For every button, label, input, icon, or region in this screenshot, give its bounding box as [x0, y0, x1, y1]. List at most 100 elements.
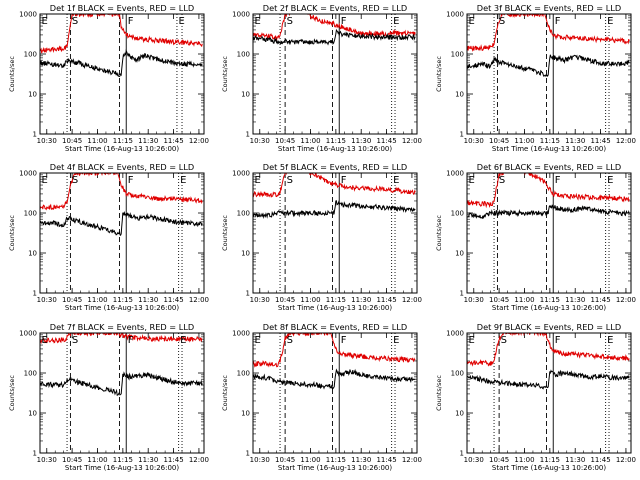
x-tick-label: 11:45 [163, 456, 183, 464]
marker-label: E [393, 175, 399, 186]
marker-label: E [393, 16, 399, 27]
x-tick-label: 10:45 [489, 296, 509, 304]
chart-title: Det 7f BLACK = Events, RED = LLD [50, 322, 194, 332]
x-axis-label: Start Time (16-Aug-13 10:26:00) [65, 464, 179, 472]
plot-frame [466, 13, 632, 135]
y-tick-label: 1 [246, 450, 250, 458]
x-tick-label: 12:00 [402, 137, 422, 145]
y-tick-label: 1000 [446, 330, 464, 338]
x-tick-label: 10:30 [250, 296, 270, 304]
y-tick-label: 1 [460, 290, 464, 298]
series-line-events [467, 369, 630, 390]
x-tick-label: 11:30 [351, 137, 371, 145]
x-tick-label: 11:15 [540, 456, 560, 464]
x-axis-label: Start Time (16-Aug-13 10:26:00) [278, 304, 392, 312]
series-line-lld [40, 173, 203, 211]
marker-label: E [607, 16, 613, 27]
y-axis-label: Counts/sec [435, 375, 443, 411]
x-tick-label: 12:00 [616, 137, 636, 145]
x-tick-label: 11:45 [590, 456, 610, 464]
marker-label: F [341, 16, 347, 27]
x-tick-label: 11:45 [163, 296, 183, 304]
x-tick-label: 10:30 [37, 296, 57, 304]
x-axis-label: Start Time (16-Aug-13 10:26:00) [278, 145, 392, 153]
x-tick-label: 11:00 [514, 296, 534, 304]
marker-label: F [555, 175, 561, 186]
x-tick-label: 10:45 [62, 137, 82, 145]
chart-title: Det 6f BLACK = Events, RED = LLD [477, 162, 621, 172]
plot-frame [252, 332, 418, 454]
y-tick-label: 10 [455, 91, 464, 99]
x-tick-label: 10:45 [275, 137, 295, 145]
y-tick-label: 10 [455, 410, 464, 418]
chart-title: Det 3f BLACK = Events, RED = LLD [477, 3, 621, 13]
series-line-lld [40, 333, 203, 345]
x-tick-label: 10:30 [37, 456, 57, 464]
y-tick-label: 100 [451, 51, 464, 59]
x-tick-label: 12:00 [189, 456, 209, 464]
plot-frame [466, 172, 632, 294]
chart-title: Det 9f BLACK = Events, RED = LLD [477, 322, 621, 332]
chart-title: Det 2f BLACK = Events, RED = LLD [263, 3, 407, 13]
series-line-lld [253, 14, 416, 42]
marker-label: S [287, 335, 293, 346]
x-tick-label: 11:30 [565, 137, 585, 145]
x-axis-label: Start Time (16-Aug-13 10:26:00) [492, 464, 606, 472]
x-tick-label: 11:00 [300, 456, 320, 464]
series-line-lld [253, 333, 416, 368]
marker-label: F [555, 335, 561, 346]
x-tick-label: 11:30 [138, 137, 158, 145]
plot-frame [39, 13, 205, 135]
series-line-lld [467, 173, 630, 209]
y-tick-label: 100 [24, 370, 37, 378]
y-tick-label: 1 [460, 450, 464, 458]
y-tick-label: 10 [28, 250, 37, 258]
marker-label: F [128, 175, 134, 186]
series-line-events [467, 54, 630, 78]
chart-title: Det 1f BLACK = Events, RED = LLD [50, 3, 194, 13]
x-tick-label: 11:00 [87, 137, 107, 145]
y-axis-label: Counts/sec [8, 56, 16, 92]
x-tick-label: 10:45 [62, 456, 82, 464]
series-line-lld [40, 14, 203, 54]
x-tick-label: 10:45 [62, 296, 82, 304]
y-tick-label: 1000 [19, 11, 37, 19]
marker-label: F [128, 16, 134, 27]
x-tick-label: 11:45 [163, 137, 183, 145]
marker-label: S [72, 16, 78, 27]
marker-label: F [128, 335, 134, 346]
x-tick-label: 10:30 [250, 137, 270, 145]
marker-label: S [499, 16, 505, 27]
y-tick-label: 10 [241, 250, 250, 258]
marker-label: S [499, 175, 505, 186]
x-tick-label: 12:00 [189, 296, 209, 304]
plot-frame [39, 172, 205, 294]
marker-label: E [255, 175, 261, 186]
y-axis-label: Counts/sec [435, 215, 443, 251]
x-tick-label: 12:00 [402, 296, 422, 304]
series-line-events [40, 371, 203, 396]
x-tick-label: 11:00 [87, 296, 107, 304]
y-tick-label: 1000 [19, 330, 37, 338]
x-axis-label: Start Time (16-Aug-13 10:26:00) [278, 464, 392, 472]
x-tick-label: 11:45 [590, 137, 610, 145]
x-axis-label: Start Time (16-Aug-13 10:26:00) [492, 145, 606, 153]
x-tick-label: 11:30 [351, 296, 371, 304]
y-tick-label: 100 [451, 210, 464, 218]
marker-label: E [393, 335, 399, 346]
plot-frame [252, 13, 418, 135]
marker-label: E [469, 335, 475, 346]
y-tick-label: 100 [451, 370, 464, 378]
x-tick-label: 11:15 [113, 137, 133, 145]
x-axis-label: Start Time (16-Aug-13 10:26:00) [65, 304, 179, 312]
marker-label: F [341, 335, 347, 346]
marker-label: S [287, 16, 293, 27]
x-tick-label: 11:45 [376, 137, 396, 145]
y-tick-label: 1000 [446, 170, 464, 178]
y-tick-label: 100 [237, 370, 250, 378]
